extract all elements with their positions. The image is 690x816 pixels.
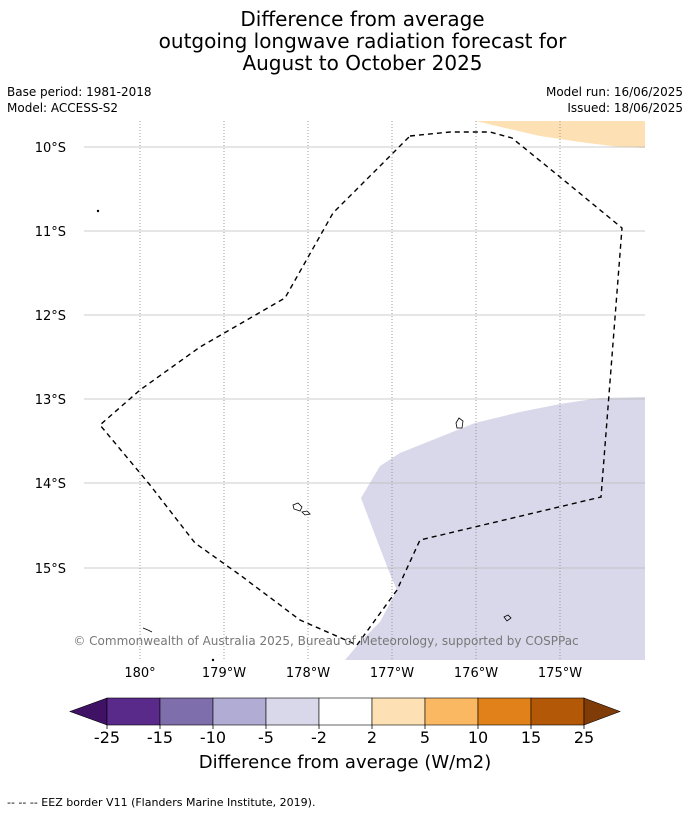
colorbar-cell xyxy=(424,697,479,726)
latitude-label: 12°S xyxy=(35,309,66,324)
colorbar-cell xyxy=(212,697,267,726)
model-run: Model run: 16/06/2025 xyxy=(545,85,683,99)
map-title: Difference from average outgoing longwav… xyxy=(0,8,690,74)
colorbar-cell xyxy=(371,697,426,726)
title-line-3: August to October 2025 xyxy=(242,51,483,75)
colorbar-cell xyxy=(318,697,373,726)
colorbar-tick-label: 25 xyxy=(574,728,594,747)
colorbar-tick-label: -10 xyxy=(200,728,226,747)
island-alofi xyxy=(301,510,311,516)
latitude-label: 13°S xyxy=(35,393,66,408)
longitude-label: 180° xyxy=(124,666,155,681)
colorbar-cell xyxy=(159,697,214,726)
eez-footnote: -- -- -- EEZ border V11 (Flanders Marine… xyxy=(7,796,316,809)
forecast-map: 10°S 11°S 12°S 13°S 14°S 15°S 180° 179°W 178°W 1… xyxy=(35,121,645,681)
latitude-gridlines xyxy=(84,146,645,569)
colorbar-tick-label: 15 xyxy=(521,728,541,747)
colorbar-cell xyxy=(265,697,320,726)
eez-border xyxy=(99,131,623,646)
latitude-label: 11°S xyxy=(35,225,66,240)
longitude-label: 176°W xyxy=(454,666,498,681)
colorbar-tick-label: 10 xyxy=(468,728,488,747)
island-south xyxy=(503,614,512,622)
copyright-text: © Commonwealth of Australia 2025, Bureau… xyxy=(73,634,578,648)
colorbar-tick-label: -5 xyxy=(258,728,274,747)
colorbar-tick-label: -2 xyxy=(311,728,327,747)
longitude-label: 178°W xyxy=(286,666,330,681)
colorbar: -25 -15 -10 -5 -2 2 5 10 15 25 xyxy=(69,697,621,747)
title-line-1: Difference from average xyxy=(240,7,485,31)
latitude-label: 10°S xyxy=(35,141,66,156)
island-southwest xyxy=(142,627,153,633)
colorbar-extend-low xyxy=(69,697,108,726)
island-dot xyxy=(96,209,100,213)
latitude-label: 14°S xyxy=(35,477,66,492)
longitude-label: 175°W xyxy=(538,666,582,681)
colorbar-tick-label: 5 xyxy=(420,728,430,747)
colorbar-cell xyxy=(530,697,585,726)
colorbar-cell xyxy=(477,697,532,726)
colorbar-extend-high xyxy=(583,697,621,726)
longitude-label: 177°W xyxy=(370,666,414,681)
model-name: Model: ACCESS-S2 xyxy=(7,101,119,115)
colorbar-cell xyxy=(106,697,161,726)
latitude-label: 15°S xyxy=(35,562,66,577)
base-period: Base period: 1981-2018 xyxy=(7,85,152,99)
issued-date: Issued: 18/06/2025 xyxy=(567,101,683,115)
longitude-label: 179°W xyxy=(202,666,246,681)
negative-anomaly-region xyxy=(345,397,645,660)
colorbar-tick-label: 2 xyxy=(367,728,377,747)
colorbar-label: Difference from average (W/m2) xyxy=(198,752,492,773)
island-dot-2 xyxy=(211,658,215,662)
title-line-2: outgoing longwave radiation forecast for xyxy=(158,29,567,53)
meta-left: Base period: 1981-2018 Model: ACCESS-S2 xyxy=(7,84,152,116)
positive-anomaly-region xyxy=(476,121,645,148)
meta-right: Model run: 16/06/2025 Issued: 18/06/2025 xyxy=(546,84,683,116)
island-wallis xyxy=(455,417,464,429)
colorbar-tick-label: -15 xyxy=(147,728,173,747)
islands xyxy=(96,209,512,662)
island-futuna xyxy=(292,502,303,512)
colorbar-tick-label: -25 xyxy=(94,728,120,747)
